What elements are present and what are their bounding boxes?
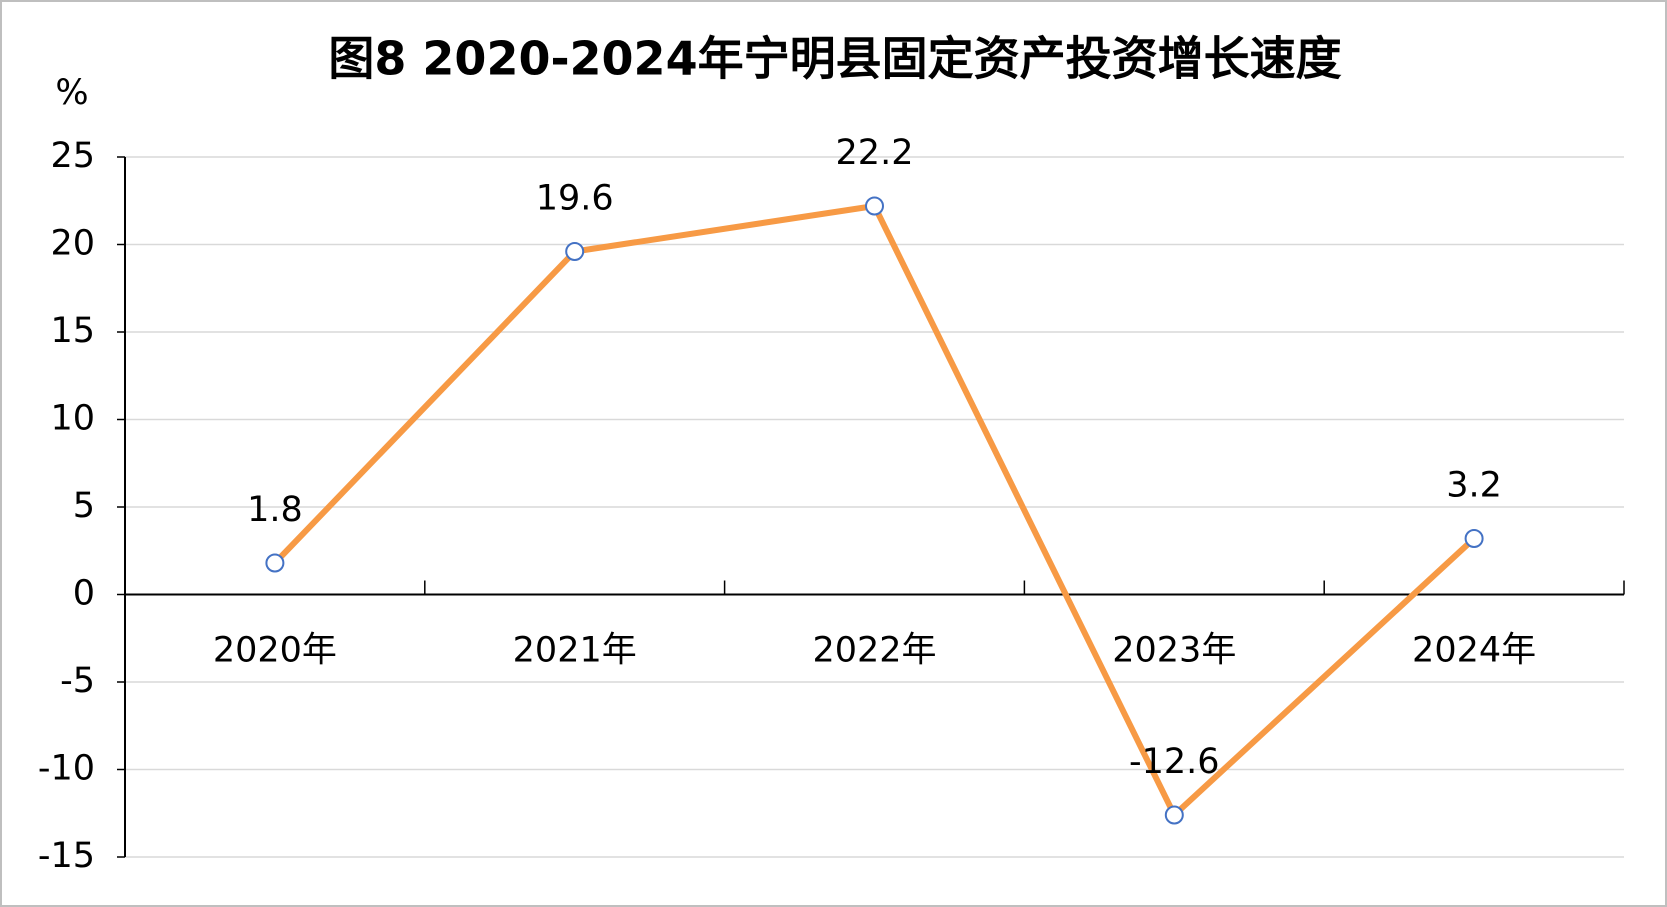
x-tick-label: 2022年 xyxy=(812,631,936,671)
y-tick-label: 20 xyxy=(50,224,95,264)
chart-title: 图8 2020-2024年宁明县固定资产投资增长速度 xyxy=(328,32,1341,86)
data-label: 19.6 xyxy=(536,179,614,219)
y-tick-label: 15 xyxy=(50,311,95,351)
y-tick-label: 5 xyxy=(73,486,95,526)
data-point xyxy=(1164,805,1184,825)
data-label: 3.2 xyxy=(1446,466,1502,506)
x-tick-label: 2023年 xyxy=(1112,631,1236,671)
data-label: 1.8 xyxy=(247,490,303,530)
y-axis-unit: % xyxy=(55,73,88,113)
data-label: -12.6 xyxy=(1129,742,1220,782)
y-tick-label: -10 xyxy=(38,749,95,789)
data-point xyxy=(865,196,884,216)
x-tick-label: 2024年 xyxy=(1412,631,1536,671)
data-point xyxy=(265,553,285,573)
x-tick-label: 2020年 xyxy=(213,631,337,671)
data-point xyxy=(565,242,585,261)
y-tick-label: -5 xyxy=(60,661,95,701)
data-point xyxy=(1464,529,1484,548)
x-tick-label: 2021年 xyxy=(513,631,637,671)
data-label: 22.2 xyxy=(836,133,914,173)
y-tick-label: -15 xyxy=(38,836,95,876)
y-tick-label: 25 xyxy=(50,136,95,176)
y-tick-label: 0 xyxy=(73,574,95,614)
y-tick-label: 10 xyxy=(50,399,95,439)
